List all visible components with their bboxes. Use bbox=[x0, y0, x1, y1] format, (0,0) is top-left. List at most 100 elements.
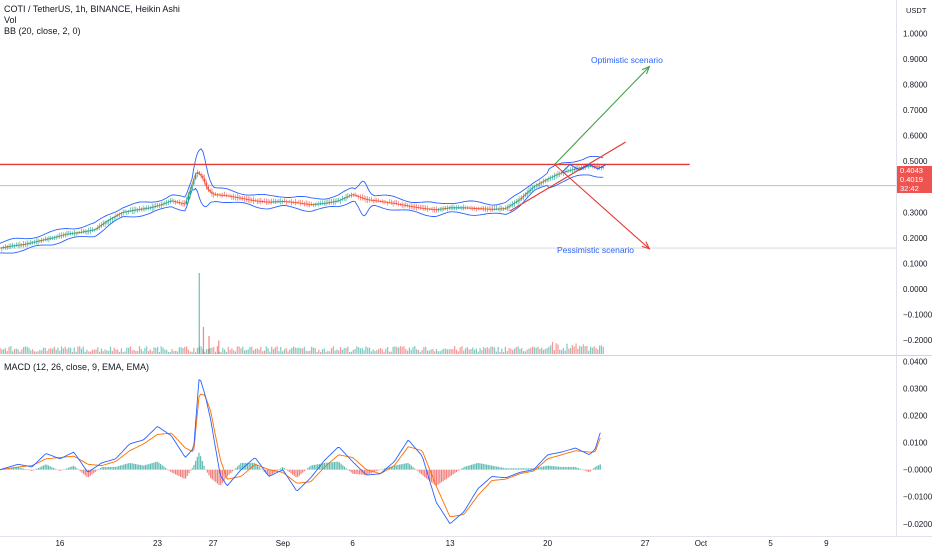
candle-body bbox=[468, 207, 470, 209]
volume-bar bbox=[309, 350, 311, 354]
volume-bar bbox=[535, 347, 537, 354]
candle-body bbox=[51, 237, 54, 239]
volume-bar bbox=[432, 348, 434, 354]
volume-bar bbox=[579, 345, 581, 354]
macd-histogram-bar bbox=[32, 469, 35, 471]
macd-histogram-bar bbox=[134, 464, 137, 470]
volume-bar bbox=[475, 348, 478, 354]
candle-body bbox=[399, 204, 402, 205]
macd-histogram-bar bbox=[512, 468, 514, 470]
pessimistic-arrow[interactable] bbox=[554, 164, 650, 250]
candle-body bbox=[68, 233, 70, 235]
macd-histogram-bar bbox=[313, 464, 315, 470]
volume-bar bbox=[128, 347, 130, 354]
candle-body bbox=[129, 210, 132, 212]
candle-body bbox=[544, 180, 546, 182]
macd-histogram-bar bbox=[191, 467, 193, 470]
macd-histogram-bar bbox=[273, 469, 275, 473]
bollinger-bands-label[interactable]: BB (20, close, 2, 0) bbox=[4, 26, 81, 36]
macd-histogram-bar bbox=[220, 469, 222, 486]
candle-body bbox=[60, 235, 63, 237]
macd-histogram-bar bbox=[248, 462, 250, 470]
volume-bar bbox=[48, 348, 50, 354]
candle-body bbox=[40, 240, 43, 242]
candle-body bbox=[124, 211, 126, 213]
candle-body bbox=[202, 175, 204, 179]
candle-body bbox=[289, 201, 291, 203]
candle-body bbox=[415, 206, 418, 208]
macd-histogram-bar bbox=[77, 469, 80, 471]
drawing-tools[interactable] bbox=[0, 65, 690, 250]
macd-histogram-bar bbox=[169, 469, 172, 472]
candle-body bbox=[167, 201, 170, 203]
macd-histogram-bar bbox=[131, 463, 133, 470]
volume-bar bbox=[169, 351, 171, 354]
candle-body bbox=[566, 171, 568, 172]
volume-bar bbox=[388, 351, 391, 354]
candle-body bbox=[6, 246, 8, 248]
volume-bar bbox=[401, 346, 403, 354]
volume-indicator-label[interactable]: Vol bbox=[4, 15, 17, 25]
macd-histogram-bar bbox=[27, 469, 30, 471]
candle-body bbox=[482, 208, 485, 210]
volume-bar bbox=[566, 343, 568, 354]
volume-bar bbox=[575, 343, 577, 354]
symbol-title[interactable]: COTI / TetherUS, 1h, BINANCE, Heikin Ash… bbox=[4, 4, 180, 14]
candle-body bbox=[126, 211, 128, 213]
candle-body bbox=[64, 234, 66, 236]
optimistic-arrow[interactable] bbox=[554, 66, 650, 165]
macd-histogram-bar bbox=[108, 466, 110, 470]
volume-bar bbox=[474, 349, 476, 354]
macd-histogram-bar bbox=[174, 469, 177, 475]
macd-histogram-bar bbox=[377, 469, 379, 471]
volume-bar bbox=[410, 349, 412, 354]
macd-histogram-bar bbox=[358, 469, 361, 475]
volume-bar bbox=[155, 347, 157, 354]
candle-body bbox=[42, 239, 45, 241]
candle-body bbox=[506, 207, 508, 209]
candle-body bbox=[488, 208, 490, 210]
macd-histogram-bar bbox=[519, 468, 521, 470]
candle-body bbox=[77, 232, 79, 234]
macd-histogram-bar bbox=[193, 464, 195, 470]
macd-histogram-bar bbox=[159, 463, 162, 470]
price-axis[interactable]: 1.00000.90000.80000.70000.60000.50000.40… bbox=[903, 29, 932, 528]
macd-histogram-bar bbox=[29, 469, 31, 471]
macd-histogram-bar bbox=[572, 466, 575, 470]
macd-histogram-bar bbox=[293, 469, 295, 476]
candle-body bbox=[11, 245, 14, 247]
macd-histogram-bar bbox=[71, 466, 73, 470]
macd-histogram-bar bbox=[365, 469, 367, 476]
macd-histogram-bar bbox=[297, 469, 299, 478]
volume-bar bbox=[227, 346, 229, 354]
price-pane bbox=[0, 148, 896, 254]
volume-bar bbox=[459, 347, 461, 354]
candle-body bbox=[497, 208, 499, 210]
volume-bar bbox=[519, 349, 521, 354]
candle-body bbox=[109, 218, 112, 220]
candle-body bbox=[417, 207, 420, 209]
macd-histogram-bar bbox=[268, 469, 270, 477]
volume-bar bbox=[262, 351, 264, 354]
volume-bar bbox=[414, 346, 416, 354]
macd-histogram-bar bbox=[181, 469, 183, 478]
projection-path[interactable] bbox=[561, 163, 607, 174]
candle-body bbox=[274, 201, 277, 203]
volume-bar bbox=[8, 346, 10, 354]
candle-body bbox=[363, 197, 365, 199]
macd-indicator-label[interactable]: MACD (12, 26, close, 9, EMA, EMA) bbox=[4, 362, 150, 372]
macd-histogram-bar bbox=[333, 461, 336, 470]
macd-histogram-bar bbox=[582, 469, 585, 471]
volume-bar bbox=[461, 346, 463, 354]
volume-bar bbox=[486, 347, 488, 354]
candle-body bbox=[209, 189, 211, 192]
macd-histogram-bar bbox=[163, 466, 165, 470]
macd-histogram-bar bbox=[240, 463, 242, 470]
macd-histogram-bar bbox=[67, 467, 70, 470]
macd-histogram-bar bbox=[440, 469, 443, 483]
candle-body bbox=[455, 207, 458, 209]
volume-bar bbox=[99, 351, 101, 354]
time-axis[interactable]: 16 23 27 Sep 6 13 20 27 Oct 5 9 bbox=[55, 539, 829, 548]
macd-histogram-bar bbox=[196, 456, 198, 470]
